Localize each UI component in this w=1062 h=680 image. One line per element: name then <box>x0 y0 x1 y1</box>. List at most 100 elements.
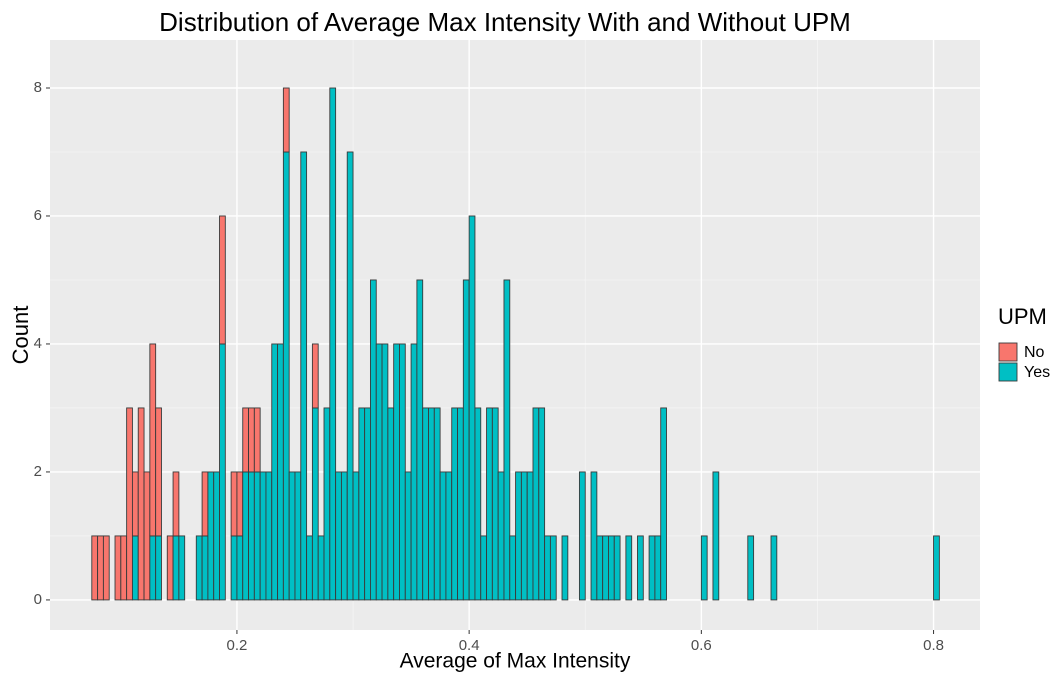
bar <box>97 535 104 601</box>
bar <box>230 471 238 537</box>
bar <box>375 343 383 601</box>
y-tick-label: 2 <box>34 463 42 480</box>
bar <box>637 535 644 601</box>
y-tick-label: 6 <box>34 207 42 224</box>
bar <box>131 535 139 601</box>
bar <box>770 535 778 601</box>
x-tick-label: 0.6 <box>691 637 712 654</box>
bar <box>654 535 662 601</box>
x-tick-label: 0.4 <box>459 637 480 654</box>
bar <box>219 343 226 601</box>
bar <box>230 535 238 601</box>
bar <box>172 471 180 537</box>
bar <box>120 535 128 601</box>
bar <box>468 215 476 601</box>
bar <box>149 343 157 537</box>
legend-label: Yes <box>1024 364 1050 381</box>
bar <box>311 407 319 601</box>
chart-title: Distribution of Average Max Intensity Wi… <box>159 7 851 37</box>
bar <box>404 471 412 601</box>
bar <box>416 279 424 601</box>
bar <box>207 471 215 601</box>
bar <box>213 471 220 601</box>
x-tick-label: 0.8 <box>923 637 944 654</box>
bar <box>596 535 604 601</box>
bar <box>544 535 551 601</box>
bar <box>248 407 255 473</box>
bar <box>503 279 511 601</box>
bar <box>288 471 296 601</box>
bar <box>451 407 458 601</box>
bar <box>300 151 308 601</box>
legend-label: No <box>1024 344 1045 361</box>
bar <box>526 471 534 601</box>
bar <box>474 407 482 601</box>
legend-title: UPM <box>998 304 1047 329</box>
bar <box>369 279 377 601</box>
bar <box>91 535 99 601</box>
bar <box>462 279 470 601</box>
y-tick-label: 4 <box>34 335 42 352</box>
bar <box>282 151 290 601</box>
bar <box>422 407 429 601</box>
bar <box>660 407 667 601</box>
bar <box>352 471 360 601</box>
bar <box>439 471 447 601</box>
bar <box>236 471 244 537</box>
bar <box>445 471 453 601</box>
bar <box>259 471 267 601</box>
legend-key <box>998 342 1018 362</box>
bar <box>137 407 145 601</box>
bar <box>149 535 157 601</box>
bar <box>497 471 505 601</box>
bar <box>515 471 522 601</box>
bar <box>578 471 586 601</box>
bar <box>271 343 279 601</box>
bar <box>561 535 569 601</box>
bar <box>381 343 389 601</box>
bar <box>126 407 133 601</box>
bar <box>509 535 517 601</box>
bar <box>102 535 110 601</box>
bar <box>433 407 441 601</box>
bar <box>457 407 464 601</box>
y-axis-label: Count <box>8 306 33 365</box>
bar <box>178 535 186 601</box>
bar <box>323 407 331 601</box>
bar <box>712 471 720 601</box>
x-axis-label: Average of Max Intensity <box>400 650 631 673</box>
bar <box>335 471 342 601</box>
bar <box>480 535 488 601</box>
bar <box>933 535 940 601</box>
bar <box>155 407 162 537</box>
bar <box>410 343 418 601</box>
bar <box>195 535 203 601</box>
bar <box>428 407 435 601</box>
bar <box>648 535 656 601</box>
bar <box>311 343 319 409</box>
y-tick-label: 0 <box>34 591 42 608</box>
bar <box>201 471 209 537</box>
bar <box>219 215 226 345</box>
bar <box>538 407 546 601</box>
bar <box>393 343 400 601</box>
y-tick-label: 8 <box>34 79 42 96</box>
bar <box>277 343 284 601</box>
bar <box>346 151 354 601</box>
bar <box>486 407 493 601</box>
bar <box>399 343 406 601</box>
bar <box>172 535 180 601</box>
legend-key <box>998 362 1018 382</box>
bar <box>520 471 528 601</box>
bar <box>155 535 162 601</box>
bar <box>700 535 708 601</box>
bar <box>532 407 540 601</box>
bar <box>747 535 755 601</box>
bar <box>491 407 499 601</box>
bar <box>248 471 255 601</box>
bar <box>549 535 557 601</box>
bar <box>166 535 174 601</box>
bar <box>114 535 122 601</box>
bar <box>608 535 615 601</box>
bar <box>282 87 290 153</box>
